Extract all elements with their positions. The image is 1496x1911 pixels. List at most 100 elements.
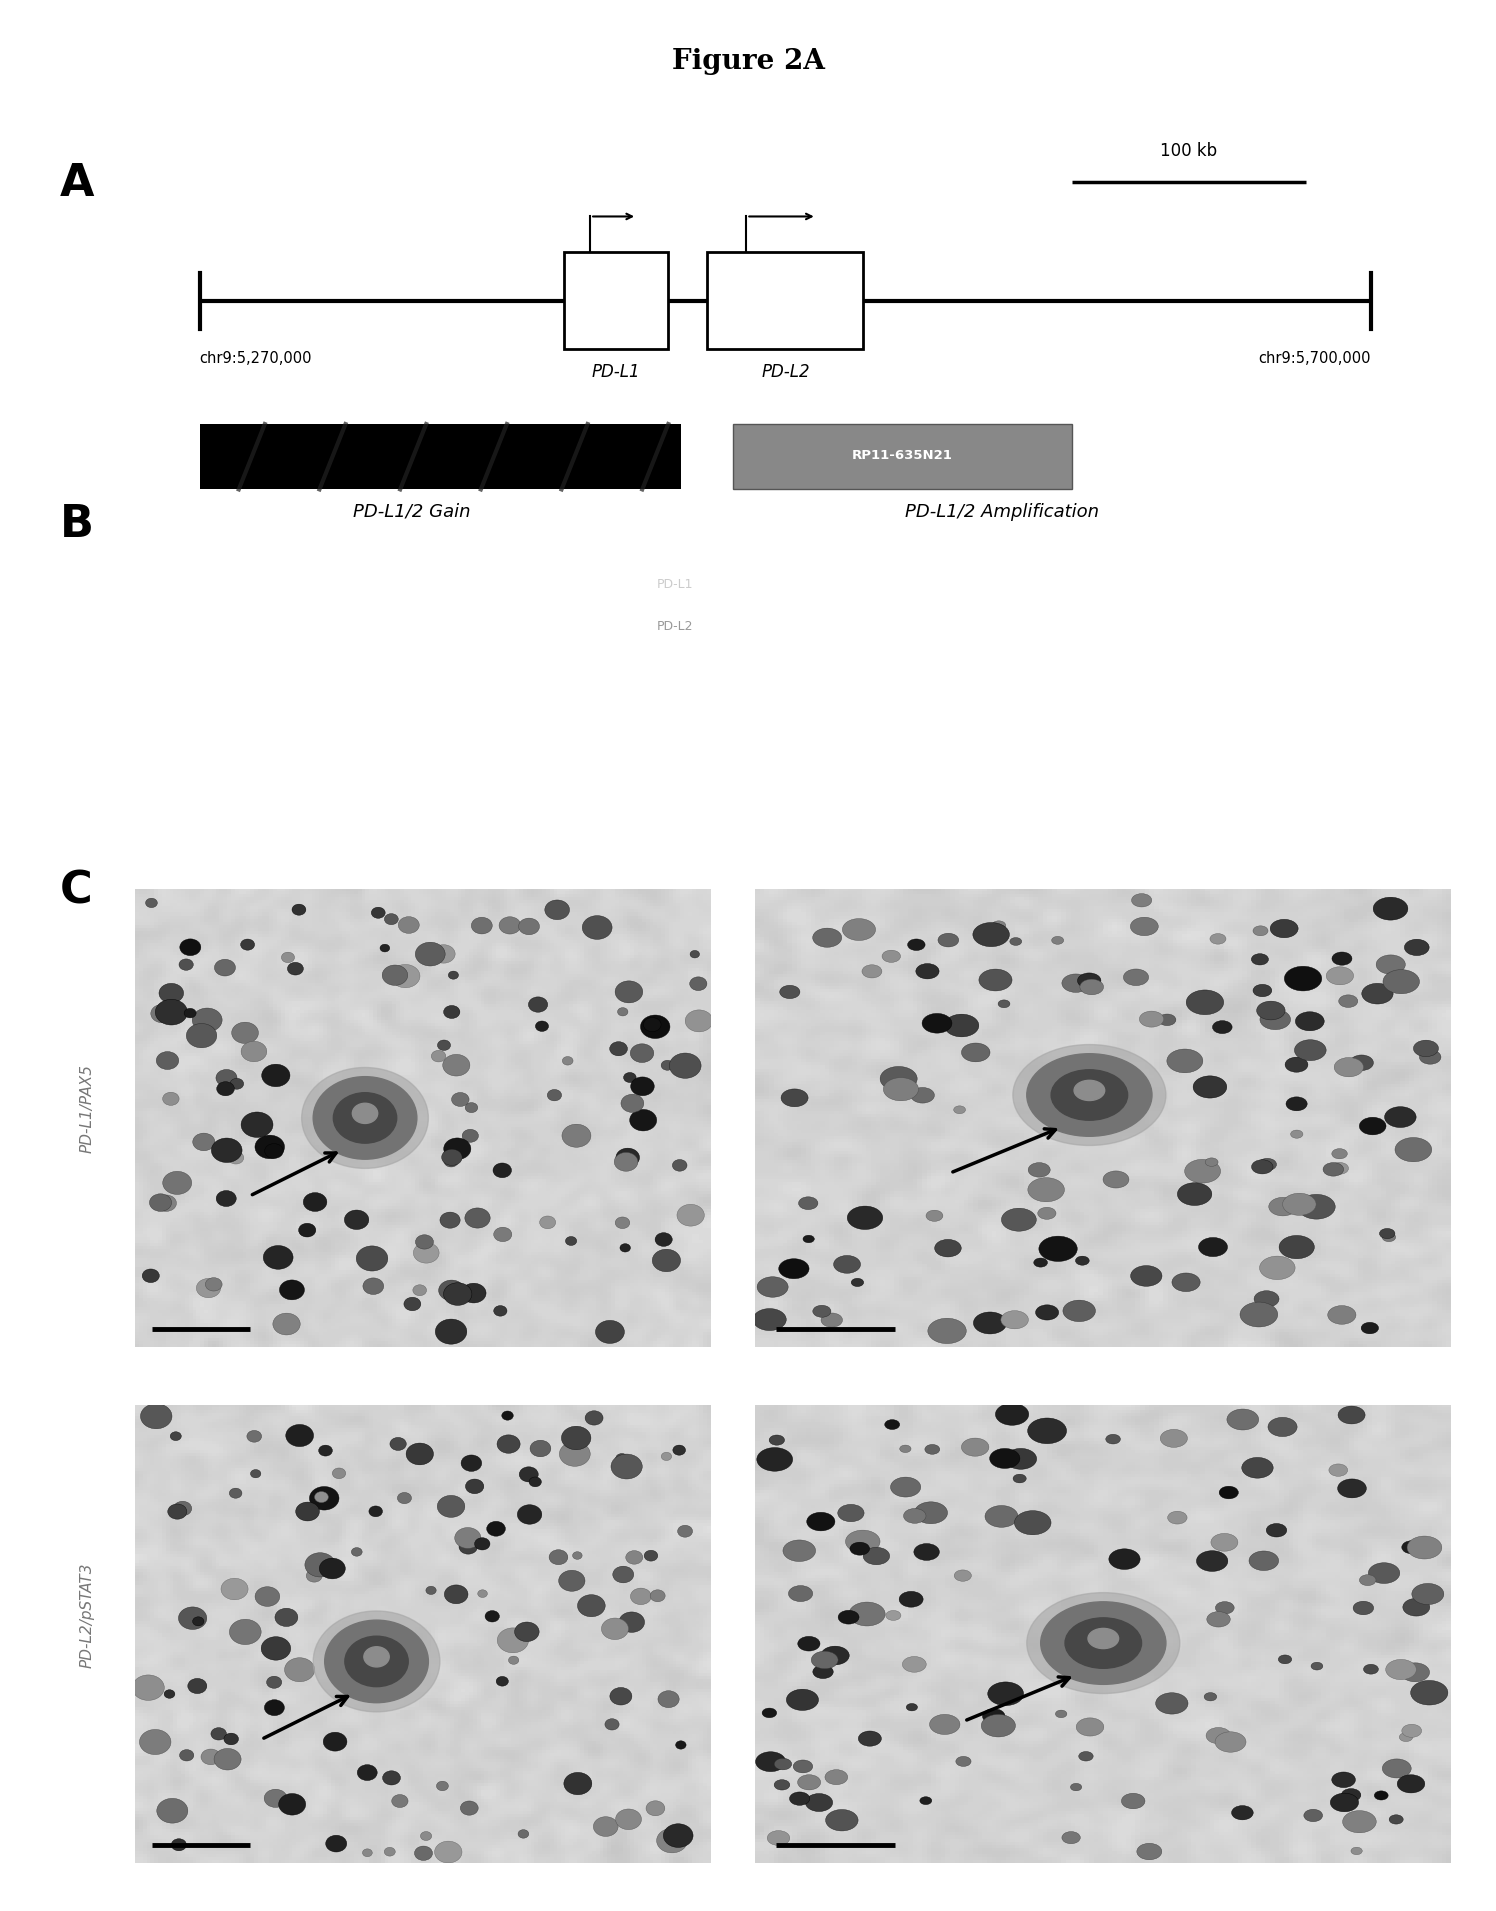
Circle shape [265, 1699, 284, 1716]
Circle shape [1322, 1162, 1343, 1175]
Circle shape [1352, 1601, 1373, 1615]
Circle shape [364, 1278, 383, 1294]
Circle shape [265, 1143, 283, 1158]
Circle shape [1013, 1473, 1026, 1483]
Circle shape [1064, 1299, 1095, 1322]
Circle shape [313, 1492, 329, 1504]
Circle shape [444, 1005, 459, 1019]
Circle shape [313, 1076, 417, 1160]
Circle shape [443, 1055, 470, 1076]
Circle shape [352, 1548, 362, 1556]
Circle shape [171, 1431, 181, 1441]
Circle shape [398, 1492, 411, 1504]
Circle shape [165, 1689, 175, 1699]
Circle shape [435, 1319, 467, 1343]
Circle shape [1168, 1512, 1186, 1525]
Circle shape [790, 1793, 809, 1806]
Circle shape [272, 1313, 301, 1336]
Circle shape [1254, 984, 1272, 998]
Circle shape [1052, 936, 1064, 944]
Circle shape [1294, 1040, 1325, 1061]
Circle shape [1140, 1011, 1164, 1026]
Circle shape [954, 1571, 971, 1580]
Circle shape [549, 1550, 568, 1565]
Text: 100 kb: 100 kb [1161, 141, 1218, 161]
Circle shape [437, 1496, 465, 1517]
Circle shape [646, 1800, 664, 1815]
Circle shape [217, 1191, 236, 1206]
Circle shape [1071, 1783, 1082, 1791]
Circle shape [1206, 1728, 1231, 1743]
Circle shape [883, 950, 901, 963]
Circle shape [180, 938, 200, 956]
Circle shape [582, 915, 612, 940]
Circle shape [812, 1305, 830, 1317]
Circle shape [519, 917, 540, 934]
Circle shape [229, 1489, 242, 1498]
Circle shape [250, 1470, 260, 1477]
Circle shape [678, 1525, 693, 1536]
Circle shape [866, 1552, 881, 1561]
Circle shape [1197, 1550, 1228, 1571]
Circle shape [630, 1588, 651, 1605]
Circle shape [884, 1420, 899, 1429]
Circle shape [1065, 1619, 1141, 1668]
Circle shape [392, 1794, 408, 1808]
Circle shape [811, 1651, 838, 1668]
Circle shape [573, 1552, 582, 1559]
Circle shape [292, 904, 305, 915]
Circle shape [1056, 1710, 1067, 1718]
Circle shape [500, 917, 521, 934]
Circle shape [416, 1235, 434, 1250]
Circle shape [1167, 1049, 1203, 1072]
Circle shape [247, 1431, 262, 1443]
Circle shape [497, 1628, 528, 1653]
Circle shape [1376, 956, 1405, 975]
Circle shape [562, 1124, 591, 1147]
Circle shape [1269, 1418, 1297, 1437]
Circle shape [1282, 1192, 1316, 1215]
Circle shape [862, 965, 883, 978]
Circle shape [1285, 1057, 1308, 1072]
Circle shape [346, 1636, 408, 1687]
Circle shape [902, 1657, 926, 1672]
Circle shape [178, 1607, 206, 1630]
Circle shape [159, 984, 184, 1003]
Circle shape [1339, 996, 1358, 1007]
Circle shape [519, 1468, 539, 1481]
Circle shape [281, 952, 295, 963]
Circle shape [984, 1506, 1017, 1527]
Circle shape [1131, 1265, 1162, 1286]
Circle shape [441, 1149, 462, 1166]
Circle shape [944, 1015, 978, 1038]
Circle shape [224, 1733, 238, 1745]
Circle shape [230, 1078, 244, 1089]
Circle shape [619, 1613, 645, 1632]
Circle shape [1210, 934, 1225, 944]
Circle shape [953, 1106, 965, 1114]
Circle shape [1077, 973, 1101, 988]
Circle shape [886, 1611, 901, 1621]
Circle shape [676, 1741, 687, 1749]
Circle shape [299, 1225, 314, 1236]
Circle shape [1026, 1053, 1152, 1137]
Circle shape [296, 1502, 320, 1521]
Circle shape [1219, 1487, 1239, 1498]
Circle shape [494, 1164, 512, 1177]
Circle shape [1402, 1540, 1421, 1554]
Circle shape [1258, 1158, 1276, 1171]
Circle shape [652, 1250, 681, 1271]
Circle shape [624, 1072, 636, 1082]
Circle shape [438, 1280, 465, 1301]
Circle shape [241, 1112, 272, 1137]
Circle shape [645, 1550, 658, 1561]
Circle shape [890, 1477, 920, 1496]
Circle shape [132, 1674, 165, 1701]
Circle shape [690, 950, 700, 957]
Circle shape [1231, 1806, 1254, 1819]
Circle shape [601, 1619, 628, 1640]
Circle shape [1375, 1791, 1388, 1800]
Circle shape [443, 1282, 471, 1305]
Text: A: A [60, 162, 94, 206]
Circle shape [779, 986, 800, 999]
